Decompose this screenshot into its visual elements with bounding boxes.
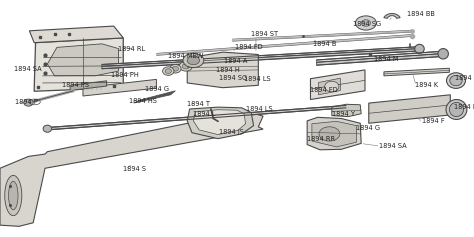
Polygon shape <box>193 110 246 135</box>
Text: 1894 K: 1894 K <box>415 82 438 88</box>
Ellipse shape <box>179 62 192 71</box>
Text: 1894 B: 1894 B <box>313 41 336 47</box>
Ellipse shape <box>450 75 462 86</box>
Ellipse shape <box>170 64 181 73</box>
Polygon shape <box>317 54 443 65</box>
Ellipse shape <box>24 99 33 106</box>
Polygon shape <box>384 68 449 76</box>
Ellipse shape <box>438 49 448 59</box>
Ellipse shape <box>356 16 376 30</box>
Text: 1894 LS: 1894 LS <box>246 106 273 112</box>
Ellipse shape <box>43 125 52 132</box>
Text: 1894 H: 1894 H <box>216 67 239 73</box>
Ellipse shape <box>325 81 339 92</box>
Text: 1894 MP: 1894 MP <box>455 75 474 81</box>
Text: 1894 JS: 1894 JS <box>219 128 244 135</box>
Text: 1894 M: 1894 M <box>374 56 399 62</box>
Polygon shape <box>47 105 346 130</box>
Text: 1894 ST: 1894 ST <box>251 31 278 37</box>
Polygon shape <box>319 78 340 95</box>
Text: 1894 SA: 1894 SA <box>379 143 407 149</box>
Ellipse shape <box>182 64 190 69</box>
Ellipse shape <box>415 44 424 53</box>
Text: 1894 G: 1894 G <box>145 86 169 92</box>
Text: 1894 LS: 1894 LS <box>244 76 271 82</box>
Polygon shape <box>83 79 156 96</box>
Ellipse shape <box>165 69 172 73</box>
Polygon shape <box>134 91 175 103</box>
Polygon shape <box>0 111 263 226</box>
Ellipse shape <box>361 20 371 26</box>
Ellipse shape <box>447 73 465 88</box>
Polygon shape <box>102 47 419 66</box>
Ellipse shape <box>187 56 200 65</box>
Text: 1894 FD: 1894 FD <box>235 44 262 50</box>
Ellipse shape <box>9 181 18 210</box>
Text: 1894 SG: 1894 SG <box>219 75 247 81</box>
Polygon shape <box>307 117 361 150</box>
Text: 1894 FB: 1894 FB <box>454 104 474 110</box>
Polygon shape <box>312 121 356 147</box>
Polygon shape <box>332 104 361 117</box>
Polygon shape <box>47 44 118 76</box>
Polygon shape <box>34 38 123 91</box>
Text: 1894 FD: 1894 FD <box>310 87 338 93</box>
Ellipse shape <box>163 67 174 75</box>
Text: 1894 PS: 1894 PS <box>62 82 89 88</box>
Text: 1894 P: 1894 P <box>15 99 38 105</box>
Ellipse shape <box>449 102 464 117</box>
Text: 1894 L: 1894 L <box>193 111 216 117</box>
Ellipse shape <box>172 66 179 71</box>
Polygon shape <box>70 81 107 91</box>
Text: 1894 G: 1894 G <box>356 125 381 131</box>
Text: 1894 BB: 1894 BB <box>407 11 435 17</box>
Text: 1894 PH: 1894 PH <box>111 72 139 78</box>
Text: 1894 SA: 1894 SA <box>14 66 42 72</box>
Polygon shape <box>369 95 450 123</box>
Text: 1894 SG: 1894 SG <box>353 21 381 27</box>
Text: 1894 RL: 1894 RL <box>118 46 146 52</box>
Text: 1894 A: 1894 A <box>224 58 247 64</box>
Text: 1894 HS: 1894 HS <box>129 98 157 104</box>
Polygon shape <box>310 70 365 100</box>
Polygon shape <box>317 51 443 62</box>
Polygon shape <box>384 14 400 18</box>
Text: 1894 Y: 1894 Y <box>332 111 355 117</box>
Text: 1894 S: 1894 S <box>123 166 146 173</box>
Polygon shape <box>187 107 254 139</box>
Ellipse shape <box>5 175 22 216</box>
Ellipse shape <box>183 53 204 68</box>
Polygon shape <box>102 49 419 69</box>
Text: 1894 T: 1894 T <box>187 101 210 107</box>
Text: 1894 MBW: 1894 MBW <box>168 53 203 59</box>
Polygon shape <box>187 52 258 88</box>
Ellipse shape <box>446 100 467 119</box>
Ellipse shape <box>319 127 340 141</box>
Polygon shape <box>29 26 123 43</box>
Text: 1894 RR: 1894 RR <box>307 136 335 142</box>
Text: 1894 F: 1894 F <box>422 118 445 124</box>
